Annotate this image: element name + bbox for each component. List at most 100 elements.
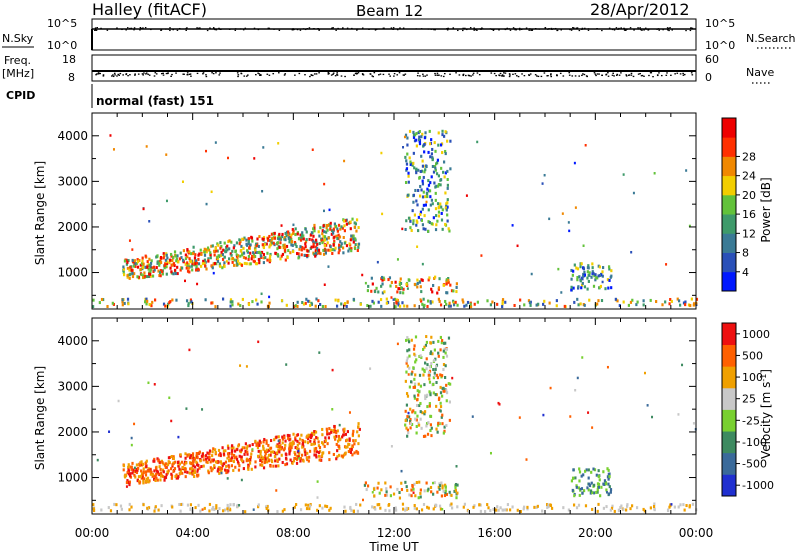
velocity-echo-cell	[217, 466, 221, 470]
nsky-point	[392, 28, 394, 30]
power-echo-cell	[273, 236, 277, 240]
velocity-colorbar-tick-label: -500	[742, 458, 767, 471]
power-echo-cell	[204, 298, 207, 302]
nave-point	[436, 72, 439, 74]
power-echo-cell	[465, 303, 468, 307]
power-echo-cell	[339, 227, 342, 231]
velocity-echo-cell	[619, 506, 622, 510]
power-echo-cell	[312, 234, 315, 238]
power-echo-cell	[261, 243, 264, 247]
velocity-echo-cell	[222, 509, 225, 513]
velocity-echo-cell	[145, 477, 149, 481]
nsky-point	[130, 27, 133, 29]
velocity-echo-cell	[261, 456, 265, 460]
velocity-echo-cell	[135, 471, 139, 475]
nave-point	[462, 74, 465, 77]
velocity-echo-cell	[438, 484, 442, 488]
power-noise-cell	[574, 206, 577, 209]
velocity-echo-cell	[276, 458, 279, 462]
velocity-echo-cell	[355, 449, 358, 453]
velocity-echo-cell	[572, 468, 575, 472]
power-noise-cell	[311, 148, 314, 151]
power-echo-cell	[276, 241, 280, 245]
nave-point	[616, 74, 618, 77]
velocity-echo-cell	[420, 355, 423, 359]
power-echo-cell	[169, 258, 172, 262]
power-echo-cell	[273, 231, 276, 235]
nsky-point	[625, 29, 627, 31]
velocity-echo-cell	[261, 460, 264, 464]
velocity-echo-cell	[597, 469, 600, 473]
power-echo-cell	[112, 302, 116, 306]
power-echo-cell	[402, 287, 405, 291]
power-echo-cell	[635, 303, 638, 307]
velocity-echo-cell	[227, 465, 231, 469]
nave-point	[601, 74, 603, 77]
velocity-echo-cell	[582, 473, 585, 477]
power-echo-cell	[308, 237, 311, 241]
power-echo-cell	[171, 298, 174, 302]
power-echo-cell	[418, 194, 422, 198]
velocity-echo-cell	[217, 467, 220, 471]
power-echo-cell	[586, 266, 590, 270]
nave-point	[547, 75, 549, 77]
velocity-echo-cell	[274, 464, 278, 468]
velocity-echo-cell	[299, 459, 302, 463]
nave-point	[691, 74, 694, 76]
velocity-echo-cell	[683, 508, 686, 512]
velocity-echo-cell	[109, 509, 113, 513]
velocity-echo-cell	[164, 465, 167, 469]
nave-point	[422, 75, 425, 77]
power-echo-cell	[199, 248, 202, 252]
velocity-echo-cell	[321, 451, 324, 455]
nave-point	[332, 73, 334, 75]
velocity-echo-cell	[328, 458, 331, 462]
velocity-echo-cell	[136, 479, 139, 483]
velocity-echo-cell	[417, 421, 420, 425]
velocity-noise-cell	[348, 411, 351, 414]
velocity-echo-cell	[153, 477, 156, 481]
power-echo-cell	[343, 219, 346, 223]
power-echo-cell	[164, 258, 167, 262]
velocity-echo-cell	[178, 467, 181, 471]
nave-point	[187, 73, 189, 76]
velocity-echo-cell	[373, 494, 376, 498]
velocity-echo-cell	[467, 509, 470, 513]
velocity-echo-cell	[228, 452, 231, 456]
velocity-noise-cell	[316, 480, 319, 483]
velocity-echo-cell	[321, 427, 324, 431]
power-echo-cell	[575, 266, 578, 270]
power-echo-cell	[204, 260, 207, 264]
power-echo-cell	[172, 272, 175, 276]
velocity-echo-cell	[192, 464, 195, 468]
velocity-echo-cell	[365, 488, 368, 492]
velocity-echo-cell	[306, 434, 309, 438]
nave-point	[559, 72, 562, 75]
power-echo-cell	[486, 299, 489, 303]
velocity-echo-cell	[385, 487, 388, 491]
power-echo-cell	[133, 259, 136, 263]
power-echo-cell	[434, 207, 438, 211]
velocity-echo-cell	[290, 441, 293, 445]
velocity-echo-cell	[394, 506, 397, 510]
velocity-echo-cell	[444, 341, 447, 345]
velocity-echo-cell	[428, 402, 431, 406]
nave-point	[607, 72, 609, 74]
velocity-echo-cell	[444, 375, 447, 379]
velocity-echo-cell	[180, 460, 184, 464]
velocity-echo-cell	[315, 436, 318, 440]
power-echo-cell	[260, 250, 264, 254]
velocity-echo-cell	[313, 430, 316, 434]
velocity-echo-cell	[357, 422, 360, 426]
nsky-point	[304, 28, 307, 31]
velocity-echo-cell	[124, 474, 128, 478]
velocity-echo-cell	[443, 347, 446, 351]
power-echo-cell	[352, 234, 355, 238]
velocity-echo-cell	[297, 455, 300, 459]
power-colorbar-segment	[722, 118, 736, 138]
power-echo-cell	[580, 286, 583, 290]
velocity-echo-cell	[275, 444, 278, 448]
power-echo-cell	[151, 274, 155, 278]
power-echo-cell	[377, 290, 380, 294]
